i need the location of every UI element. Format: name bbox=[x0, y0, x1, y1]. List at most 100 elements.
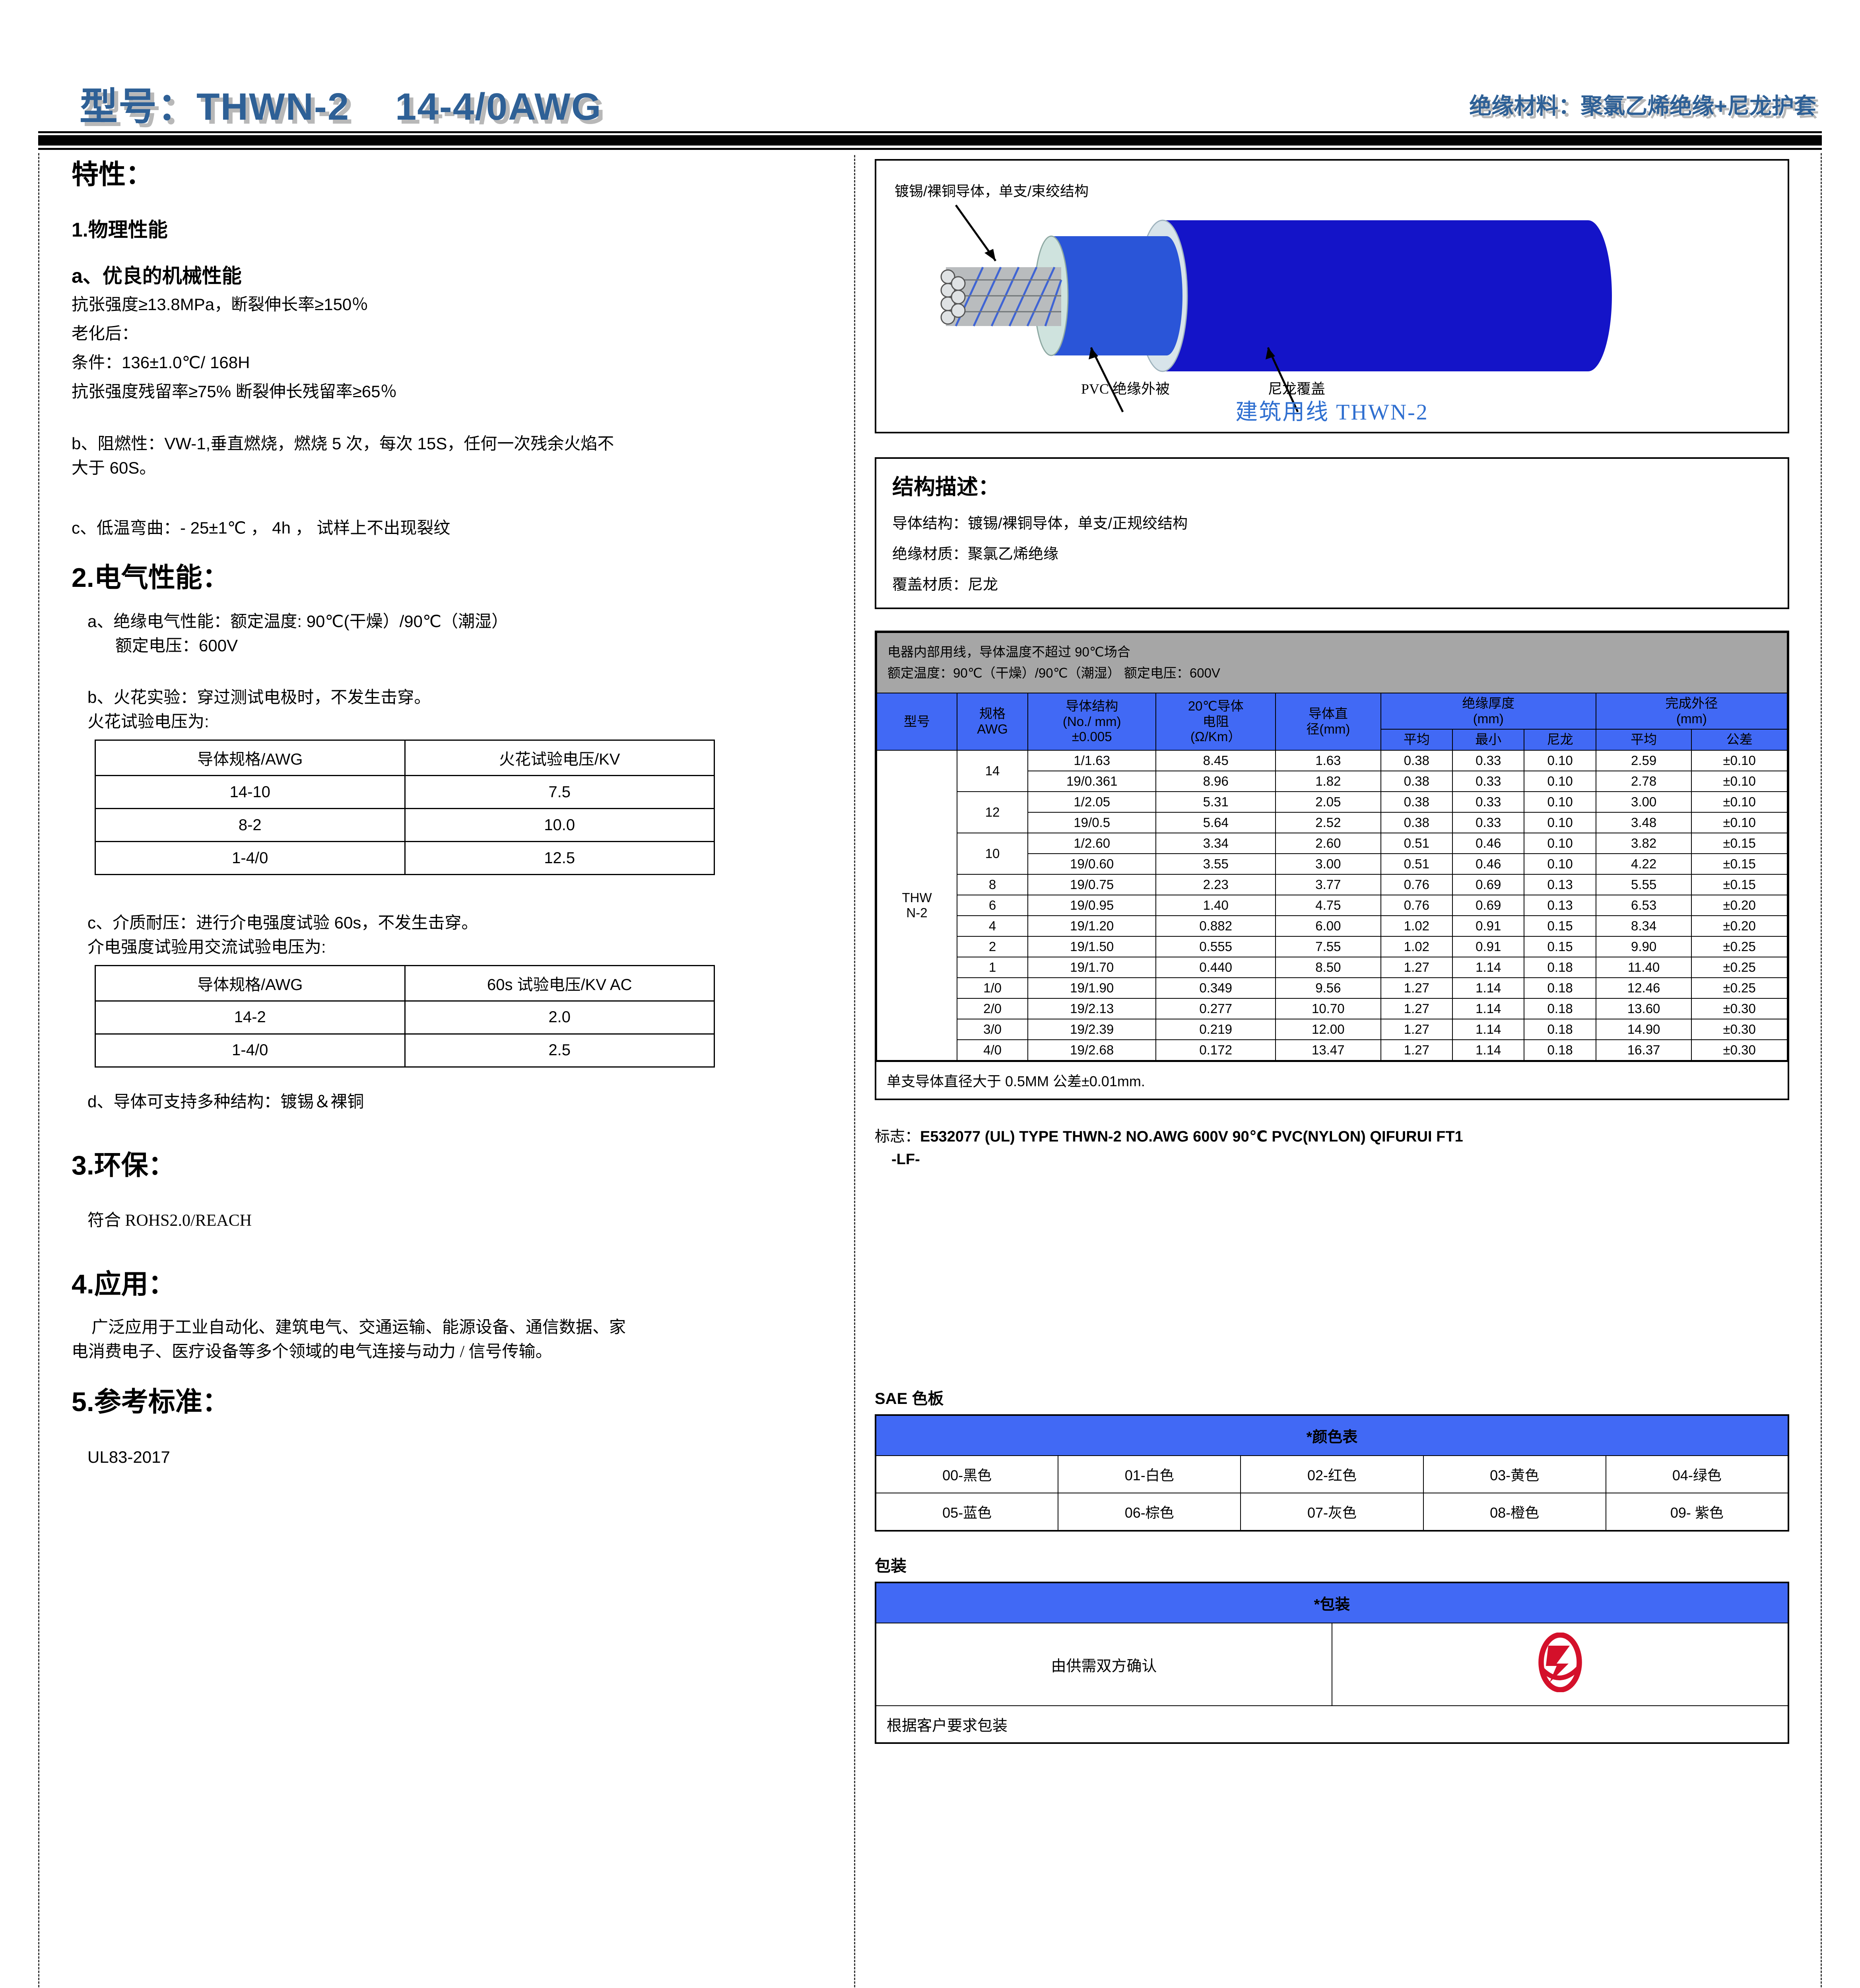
spec-cell-od-tol: ±0.20 bbox=[1691, 915, 1788, 937]
spec-cell-diameter: 2.52 bbox=[1275, 812, 1381, 834]
spec-cell-od-avg: 4.22 bbox=[1595, 853, 1692, 875]
application-heading: 4.应用： bbox=[72, 1269, 175, 1299]
header-rule-bar bbox=[38, 135, 1822, 146]
table-row: 1 19/1.70 0.440 8.50 1.27 1.14 0.18 11.40 ±0.25 bbox=[877, 957, 1788, 978]
spec-header-row: 型号 规格 AWG 导体结构 (No./ mm) ±0.005 20℃导体 电阻… bbox=[876, 692, 1788, 751]
table-row: 3/0 19/2.39 0.219 12.00 1.27 1.14 0.18 14.90 ±0.… bbox=[877, 1019, 1788, 1041]
dielectric-header-voltage: 60s 试验电压/KV AC bbox=[404, 965, 715, 1002]
table-row: 4/0 19/2.68 0.172 13.47 1.27 1.14 0.18 16.37 ±0.… bbox=[877, 1039, 1788, 1061]
conductor-structures-line: d、导体可支持多种结构：镀锡＆裸铜 bbox=[87, 1092, 364, 1111]
table-row: 12 1/2.05 5.31 2.05 0.38 0.33 0.10 3.00 ±0.10 bbox=[877, 791, 1788, 834]
spec-cell-awg: 1 bbox=[957, 957, 1029, 978]
spec-cell-od-tol: ±0.10 bbox=[1691, 750, 1788, 772]
right-column: 镀锡/裸铜导体，单支/束绞结构 PVC 绝缘外被 尼龙覆盖 建筑用线 THWN-… bbox=[875, 159, 1789, 1744]
insulation-material-title: 绝缘材料：聚氯乙烯绝缘+尼龙护套 bbox=[1469, 93, 1816, 118]
spec-cell-construction: 1/2.05 bbox=[1027, 791, 1157, 813]
spark-test-line2: 火花试验电压为: bbox=[87, 712, 209, 731]
col-header-model: 型号 bbox=[876, 692, 958, 751]
marking-label: 标志： bbox=[875, 1128, 920, 1145]
spec-cell-diameter: 8.50 bbox=[1275, 957, 1381, 978]
spec-cell-diameter: 12.00 bbox=[1275, 1019, 1381, 1041]
spec-cell-construction: 19/1.70 bbox=[1027, 957, 1157, 978]
sae-heading: SAE 色板 bbox=[875, 1390, 944, 1408]
spec-cell-insul-avg: 1.27 bbox=[1380, 977, 1453, 999]
spec-cell-resistance: 0.219 bbox=[1155, 1019, 1276, 1041]
insulation-electrical-line1: a、绝缘电气性能：额定温度: 90℃(干燥）/90℃（潮湿） bbox=[87, 612, 509, 631]
spec-cell-insul-min: 0.33 bbox=[1452, 771, 1525, 792]
spec-cell-resistance: 2.23 bbox=[1155, 874, 1276, 896]
nylon-callout-label: 尼龙覆盖 bbox=[1268, 381, 1326, 397]
specification-table-wrap: 电器内部用线，导体温度不超过 90℃场合 额定温度：90℃（干燥）/90℃（潮湿… bbox=[875, 631, 1789, 1101]
packaging-main-text: 由供需双方确认 bbox=[875, 1623, 1332, 1706]
table-row: 19/0.60 3.55 3.00 0.51 0.46 0.10 4.22 ±0.15 bbox=[877, 853, 1788, 875]
spec-cell-nylon: 0.10 bbox=[1524, 833, 1596, 854]
structure-description-box: 结构描述： 导体结构：镀锡/裸铜导体，单支/正规绞结构 绝缘材质：聚氯乙烯绝缘 … bbox=[875, 457, 1789, 609]
spec-cell-construction: 19/0.60 bbox=[1027, 853, 1157, 875]
physical-properties-heading: 1.物理性能 bbox=[72, 219, 168, 241]
spec-cell-construction: 19/1.90 bbox=[1027, 977, 1157, 999]
characteristics-heading: 特性： bbox=[72, 159, 153, 190]
spec-cell-od-tol: ±0.10 bbox=[1691, 791, 1788, 813]
table-row: 2 19/1.50 0.555 7.55 1.02 0.91 0.15 9.90 ±0.25 bbox=[877, 936, 1788, 958]
spec-cell-resistance: 0.440 bbox=[1155, 957, 1276, 978]
spec-cell-diameter: 3.77 bbox=[1275, 874, 1381, 896]
spec-cell-diameter: 2.60 bbox=[1275, 833, 1381, 854]
spec-cell-insul-avg: 1.02 bbox=[1380, 915, 1453, 937]
packaging-note: 根据客户要求包装 bbox=[875, 1705, 1789, 1744]
flame-retardant-line2: 大于 60S。 bbox=[72, 458, 156, 477]
table-row: *包装 bbox=[875, 1582, 1789, 1624]
spec-cell-od-tol: ±0.30 bbox=[1691, 1019, 1788, 1041]
pvc-callout-label: PVC 绝缘外被 bbox=[1081, 381, 1170, 397]
sae-color-cell: 06-棕色 bbox=[1058, 1493, 1241, 1532]
spec-cell-resistance: 8.96 bbox=[1155, 771, 1276, 792]
spec-cell-awg: 14 bbox=[957, 750, 1029, 792]
spec-subheader-row: 平均 最小 尼龙 平均 公差 bbox=[877, 729, 1788, 751]
spec-cell-awg: 4/0 bbox=[957, 1039, 1029, 1061]
header-rule-bottom bbox=[38, 148, 1822, 150]
left-column: 特性： 1.物理性能 a、优良的机械性能 抗张强度≥13.8MPa，断裂伸长率≥… bbox=[72, 159, 827, 1470]
spec-cell-od-tol: ±0.30 bbox=[1691, 1039, 1788, 1061]
spec-cell-od-tol: ±0.25 bbox=[1691, 957, 1788, 978]
spec-cell-od-avg: 3.48 bbox=[1595, 812, 1692, 834]
spec-cell-awg: 2/0 bbox=[957, 998, 1029, 1020]
structure-cover-line: 覆盖材质：尼龙 bbox=[892, 577, 998, 593]
spec-cell-awg: 2 bbox=[957, 936, 1029, 958]
spec-cell-resistance: 0.555 bbox=[1155, 936, 1276, 958]
table-row: 19/0.5 5.64 2.52 0.38 0.33 0.10 3.48 ±0.10 bbox=[877, 812, 1788, 834]
sae-color-cell: 03-黄色 bbox=[1423, 1455, 1606, 1494]
spec-usage-note: 电器内部用线，导体温度不超过 90℃场合 额定温度：90℃（干燥）/90℃（潮湿… bbox=[876, 632, 1788, 693]
spec-note-line2: 额定温度：90℃（干燥）/90℃（潮湿） 额定电压：600V bbox=[887, 665, 1220, 680]
table-row: 1-4/0 2.5 bbox=[95, 1033, 715, 1068]
table-row: 19/0.361 8.96 1.82 0.38 0.33 0.10 2.78 ±0.10 bbox=[877, 771, 1788, 792]
sae-color-cell: 01-白色 bbox=[1058, 1455, 1241, 1494]
spec-cell-od-avg: 5.55 bbox=[1595, 874, 1692, 896]
header-rule-top bbox=[38, 131, 1822, 133]
spec-cell-insul-avg: 0.38 bbox=[1380, 750, 1453, 772]
spec-cell-nylon: 0.18 bbox=[1524, 1019, 1596, 1041]
spec-cell-awg: 10 bbox=[957, 833, 1029, 875]
column-divider bbox=[854, 155, 855, 1988]
packaging-bar-label: *包装 bbox=[875, 1582, 1789, 1624]
flame-retardant-line1: b、阻燃性：VW-1,垂直燃烧，燃烧 5 次，每次 15S，任何一次残余火焰不 bbox=[72, 434, 614, 453]
sae-color-cell: 04-绿色 bbox=[1605, 1455, 1789, 1494]
mechanical-heading: a、优良的机械性能 bbox=[72, 265, 242, 287]
col-header-awg: 规格 AWG bbox=[957, 692, 1029, 751]
electrical-properties-heading: 2.电气性能： bbox=[72, 563, 229, 593]
spec-cell-od-tol: ±0.10 bbox=[1691, 812, 1788, 834]
spark-cell-awg: 14-10 bbox=[95, 775, 406, 810]
spec-cell-awg: 3/0 bbox=[957, 1019, 1029, 1041]
spec-cell-od-tol: ±0.20 bbox=[1691, 895, 1788, 916]
table-row: 10 1/2.60 3.34 2.60 0.51 0.46 0.10 3.82 ±0.15 bbox=[877, 833, 1788, 875]
table-row: THW N-2 14 1/1.63 8.45 1.63 0.38 0.33 0.10 2.59 ±… bbox=[876, 750, 1788, 1061]
spark-cell-voltage: 12.5 bbox=[404, 841, 715, 876]
spec-cell-diameter: 10.70 bbox=[1275, 998, 1381, 1020]
figure-caption: 建筑用线 THWN-2 bbox=[1235, 400, 1429, 425]
sae-color-cell: 07-灰色 bbox=[1240, 1493, 1424, 1532]
table-row: 14-10 7.5 bbox=[95, 775, 715, 810]
conductor-callout-label: 镀锡/裸铜导体，单支/束绞结构 bbox=[895, 183, 1089, 199]
spec-cell-insul-avg: 1.27 bbox=[1380, 957, 1453, 978]
col-header-outer-diameter: 完成外径 (mm) bbox=[1595, 692, 1788, 730]
spec-cell-resistance: 1.40 bbox=[1155, 895, 1276, 916]
spec-cell-resistance: 8.45 bbox=[1155, 750, 1276, 772]
retention-line: 抗张强度残留率≥75% 断裂伸长残留率≥65％ bbox=[72, 382, 397, 401]
